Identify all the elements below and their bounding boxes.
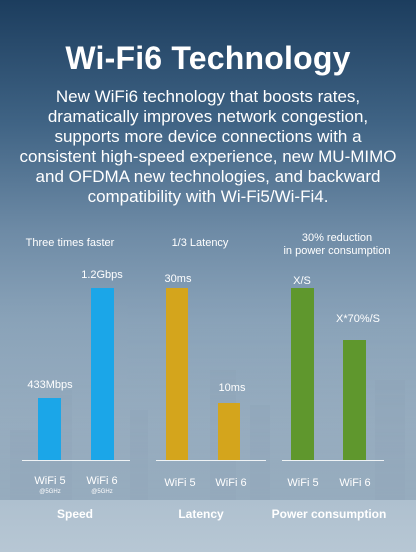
speed-footer-label: Speed [56, 507, 93, 521]
bar-value-label: 433Mbps [27, 379, 73, 391]
bar-value-label: 1.2Gbps [81, 269, 123, 281]
category-label: WiFi 6 [215, 477, 247, 489]
speed-chart-title: Three times faster [25, 237, 115, 249]
page-title: Wi-Fi6 Technology [65, 40, 351, 76]
bar-speed-wifi6 [91, 288, 114, 460]
bar-value-label: X/S [293, 275, 311, 287]
bar-speed-wifi5 [38, 398, 61, 460]
x-axis-line [22, 460, 130, 461]
bar-value-label: X*70%/S [335, 313, 381, 325]
bar-value-label: 10ms [218, 382, 246, 394]
power-footer-label: Power consumption [271, 507, 387, 521]
bar-latency-wifi6 [218, 403, 240, 460]
bar-power-wifi5 [291, 288, 314, 460]
category-label: WiFi 5 @5GHz [34, 475, 66, 495]
category-label: WiFi 6 @5GHz [86, 475, 118, 495]
latency-chart-title: 1/3 Latency [171, 237, 229, 249]
intro-paragraph: New WiFi6 technology that boosts rates, … [19, 87, 397, 206]
bar-latency-wifi5 [166, 288, 188, 460]
latency-footer-label: Latency [178, 507, 224, 521]
category-label: WiFi 5 [164, 477, 196, 489]
power-chart-title: 30% reduction in power consumption [283, 232, 391, 257]
category-label: WiFi 5 [287, 477, 319, 489]
bar-value-label: 30ms [164, 273, 192, 285]
x-axis-line [282, 460, 384, 461]
bar-power-wifi6 [343, 340, 366, 460]
category-label: WiFi 6 [339, 477, 371, 489]
x-axis-line [156, 460, 266, 461]
